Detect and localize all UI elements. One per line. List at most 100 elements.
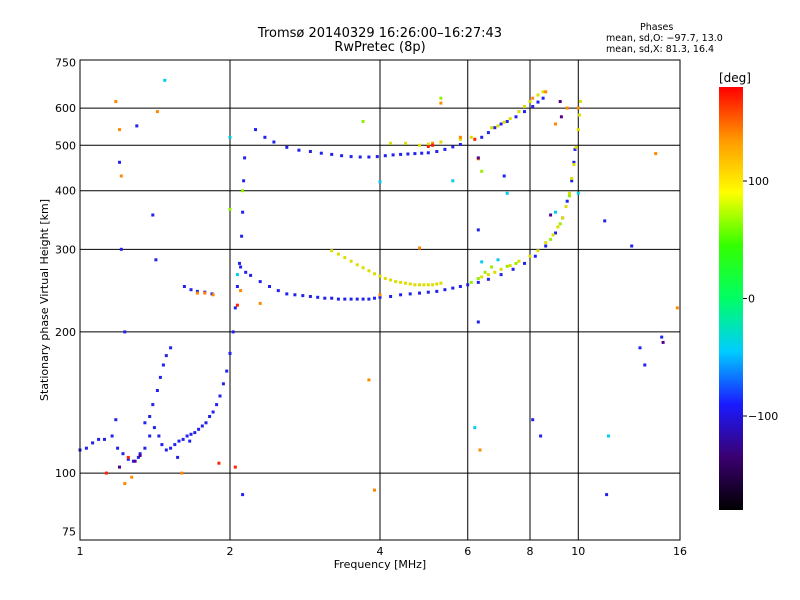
data-point: [551, 233, 555, 237]
y-tick-label: 200: [55, 326, 76, 339]
data-point: [418, 143, 421, 147]
data-point: [408, 282, 412, 286]
data-point: [499, 273, 503, 277]
data-point: [576, 106, 580, 110]
data-point: [118, 160, 121, 164]
data-point: [319, 151, 323, 155]
x-tick-label: 8: [527, 545, 534, 558]
data-point: [431, 143, 435, 147]
data-point: [531, 96, 535, 100]
data-point: [218, 394, 222, 398]
data-point: [426, 142, 430, 146]
data-point: [130, 475, 134, 479]
data-point: [572, 160, 576, 164]
y-axis-label: Stationary phase Virtual Height [km]: [38, 199, 51, 401]
y-tick-label: 500: [55, 139, 76, 152]
data-point: [155, 110, 159, 114]
phase-stats-o: mean, sd,O: −97.7, 13.0: [606, 33, 723, 44]
data-point: [221, 382, 225, 386]
data-point: [241, 493, 245, 497]
data-point: [336, 297, 340, 301]
data-point: [399, 152, 403, 156]
data-point: [373, 488, 376, 492]
data-point: [536, 249, 540, 253]
data-point: [486, 131, 490, 135]
data-point: [383, 277, 387, 280]
data-point: [316, 295, 320, 299]
data-point: [418, 246, 421, 250]
data-point: [217, 461, 221, 465]
data-point: [660, 335, 664, 339]
data-point: [533, 254, 537, 258]
data-point: [508, 117, 512, 121]
data-point: [225, 369, 229, 373]
data-point: [349, 155, 353, 159]
data-point: [373, 296, 376, 300]
data-point: [258, 301, 262, 305]
colorbar-tick-label: −100: [748, 410, 778, 423]
data-point: [458, 285, 462, 288]
data-point: [531, 105, 535, 108]
y-tick-label: 75: [62, 526, 76, 539]
data-point: [185, 434, 189, 438]
data-point: [143, 446, 147, 450]
data-point: [323, 296, 327, 300]
data-point: [544, 244, 548, 248]
data-point: [235, 303, 239, 307]
data-point: [607, 434, 610, 438]
data-point: [161, 363, 165, 367]
data-point: [480, 169, 484, 173]
data-point: [343, 297, 347, 301]
data-point: [177, 439, 181, 443]
data-point: [355, 297, 359, 301]
data-point: [439, 101, 443, 105]
data-point: [476, 156, 480, 160]
data-point: [336, 252, 340, 256]
data-point: [480, 260, 484, 264]
data-point: [361, 120, 365, 123]
data-point: [152, 426, 156, 430]
data-point: [330, 296, 334, 300]
data-point: [576, 128, 580, 132]
data-point: [443, 288, 447, 292]
data-point: [486, 273, 490, 277]
phase-colorbar: [deg] 100 0 −100: [719, 71, 778, 510]
data-point: [203, 291, 207, 295]
data-point: [605, 493, 609, 497]
data-point: [151, 213, 155, 217]
data-point: [361, 297, 365, 301]
data-point: [399, 280, 403, 284]
data-point: [116, 446, 120, 450]
data-point: [228, 135, 232, 139]
y-tick-label: 600: [55, 102, 76, 115]
data-point: [418, 283, 421, 287]
data-point: [458, 137, 462, 141]
y-tick-label: 100: [55, 467, 76, 480]
data-point: [169, 346, 173, 350]
data-point: [373, 272, 376, 276]
data-point: [182, 285, 186, 288]
data-point: [451, 179, 455, 183]
data-point: [367, 297, 371, 301]
data-point: [578, 100, 582, 103]
data-point: [103, 437, 106, 441]
data-point: [241, 210, 245, 214]
data-point: [110, 434, 114, 438]
data-point: [114, 418, 118, 422]
data-point: [375, 155, 379, 159]
data-point: [155, 389, 159, 392]
data-point: [104, 471, 108, 475]
data-point: [426, 151, 430, 155]
data-point: [297, 148, 301, 152]
data-point: [97, 437, 101, 441]
data-point: [426, 290, 430, 294]
data-point: [554, 122, 557, 126]
data-point: [576, 191, 580, 195]
data-point: [231, 330, 235, 334]
data-point: [603, 219, 607, 223]
data-point: [131, 459, 135, 463]
data-point: [539, 434, 543, 438]
data-point: [189, 288, 193, 292]
data-point: [473, 137, 477, 141]
data-point: [473, 426, 477, 430]
